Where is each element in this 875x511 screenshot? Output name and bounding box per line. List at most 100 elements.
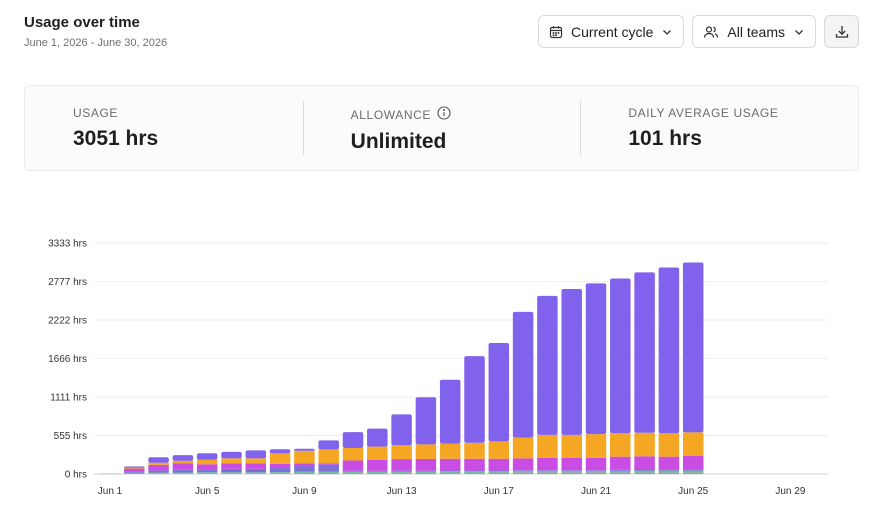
bar-jun-20[interactable] bbox=[561, 288, 582, 474]
bar-segment bbox=[512, 458, 534, 471]
bar-segment bbox=[294, 448, 315, 451]
bar-segment bbox=[415, 397, 437, 445]
bar-jun-17[interactable] bbox=[488, 343, 510, 474]
page-title: Usage over time bbox=[24, 14, 140, 31]
bar-segment bbox=[415, 458, 437, 471]
bar-segment bbox=[512, 311, 534, 438]
bar-jun-11[interactable] bbox=[342, 432, 364, 474]
bar-segment bbox=[294, 472, 315, 474]
bar-jun-1[interactable] bbox=[99, 473, 121, 475]
y-tick-label: 1111 hrs bbox=[50, 393, 87, 404]
bar-segment bbox=[269, 467, 291, 473]
bar-segment bbox=[391, 471, 412, 473]
bar-segment bbox=[269, 463, 291, 468]
bar-jun-2[interactable] bbox=[124, 466, 145, 474]
bar-segment bbox=[196, 469, 218, 473]
bar-segment bbox=[318, 449, 339, 464]
bar-segment bbox=[537, 434, 558, 458]
bar-jun-9[interactable] bbox=[294, 448, 315, 474]
bar-segment bbox=[124, 467, 145, 469]
info-icon[interactable] bbox=[437, 106, 451, 123]
bar-segment bbox=[221, 451, 242, 459]
bar-segment bbox=[196, 473, 218, 474]
bar-segment bbox=[391, 459, 412, 471]
bar-segment bbox=[318, 463, 339, 465]
x-tick-label: Jun 29 bbox=[775, 486, 805, 497]
bar-segment bbox=[634, 456, 655, 470]
bar-segment bbox=[658, 472, 680, 474]
bar-segment bbox=[464, 471, 485, 473]
bar-segment bbox=[415, 444, 437, 459]
bar-segment bbox=[634, 469, 655, 471]
bar-segment bbox=[561, 470, 582, 473]
bar-jun-25[interactable] bbox=[682, 262, 704, 474]
bar-jun-6[interactable] bbox=[221, 451, 242, 474]
bar-jun-19[interactable] bbox=[537, 295, 558, 474]
bar-segment bbox=[367, 428, 388, 447]
bar-segment bbox=[269, 472, 291, 474]
bar-segment bbox=[391, 414, 412, 446]
y-tick-label: 555 hrs bbox=[54, 431, 87, 442]
bar-jun-3[interactable] bbox=[148, 457, 169, 474]
bar-segment bbox=[512, 437, 534, 459]
bar-jun-7[interactable] bbox=[245, 450, 267, 474]
bar-segment bbox=[196, 453, 218, 460]
bar-segment bbox=[634, 472, 655, 474]
y-tick-label: 2222 hrs bbox=[48, 316, 87, 327]
bar-segment bbox=[488, 472, 510, 474]
bar-segment bbox=[512, 470, 534, 473]
bar-segment bbox=[367, 446, 388, 460]
bar-jun-5[interactable] bbox=[196, 453, 218, 474]
bar-segment bbox=[318, 471, 339, 473]
bar-segment bbox=[367, 459, 388, 471]
bar-segment bbox=[172, 460, 194, 464]
bar-jun-24[interactable] bbox=[658, 267, 680, 474]
bar-segment bbox=[172, 455, 194, 461]
bar-jun-10[interactable] bbox=[318, 440, 339, 474]
bar-segment bbox=[415, 472, 437, 474]
bar-segment bbox=[391, 472, 412, 474]
bar-jun-22[interactable] bbox=[610, 278, 631, 474]
stats-panel: USAGE 3051 hrs ALLOWANCE Unlimited DAILY… bbox=[24, 85, 859, 171]
bar-segment bbox=[245, 468, 267, 473]
x-tick-label: Jun 21 bbox=[581, 486, 611, 497]
bar-jun-16[interactable] bbox=[464, 356, 485, 474]
bar-segment bbox=[634, 470, 655, 473]
cycle-dropdown-label: Current cycle bbox=[570, 23, 654, 40]
bar-segment bbox=[585, 283, 607, 435]
bar-segment bbox=[464, 472, 485, 474]
bar-segment bbox=[634, 272, 655, 433]
bar-jun-15[interactable] bbox=[439, 379, 461, 474]
bar-segment bbox=[537, 457, 558, 471]
bar-jun-13[interactable] bbox=[391, 414, 412, 474]
bar-segment bbox=[585, 470, 607, 471]
bar-segment bbox=[148, 457, 169, 463]
bar-jun-12[interactable] bbox=[367, 428, 388, 474]
x-tick-label: Jun 9 bbox=[292, 486, 317, 497]
bar-jun-18[interactable] bbox=[512, 311, 534, 474]
bar-jun-4[interactable] bbox=[172, 455, 194, 474]
bar-jun-21[interactable] bbox=[585, 283, 607, 474]
bar-jun-8[interactable] bbox=[269, 449, 291, 474]
x-tick-label: Jun 13 bbox=[387, 486, 417, 497]
bar-segment bbox=[658, 267, 680, 434]
download-button[interactable] bbox=[824, 15, 859, 48]
y-tick-label: 2777 hrs bbox=[48, 277, 87, 288]
bar-segment bbox=[439, 443, 461, 459]
bar-jun-14[interactable] bbox=[415, 397, 437, 474]
cycle-dropdown[interactable]: Current cycle bbox=[537, 15, 685, 48]
bar-segment bbox=[294, 450, 315, 464]
teams-dropdown[interactable]: All teams bbox=[692, 15, 816, 48]
bar-segment bbox=[585, 472, 607, 474]
bar-segment bbox=[537, 295, 558, 435]
bar-segment bbox=[634, 432, 655, 457]
bar-segment bbox=[658, 469, 680, 471]
bar-jun-23[interactable] bbox=[634, 272, 655, 474]
x-tick-label: Jun 1 bbox=[98, 486, 123, 497]
bar-segment bbox=[391, 445, 412, 460]
x-tick-label: Jun 17 bbox=[484, 486, 514, 497]
bar-segment bbox=[488, 343, 510, 442]
bar-segment bbox=[610, 470, 631, 473]
bar-segment bbox=[318, 440, 339, 450]
bar-segment bbox=[196, 472, 218, 474]
